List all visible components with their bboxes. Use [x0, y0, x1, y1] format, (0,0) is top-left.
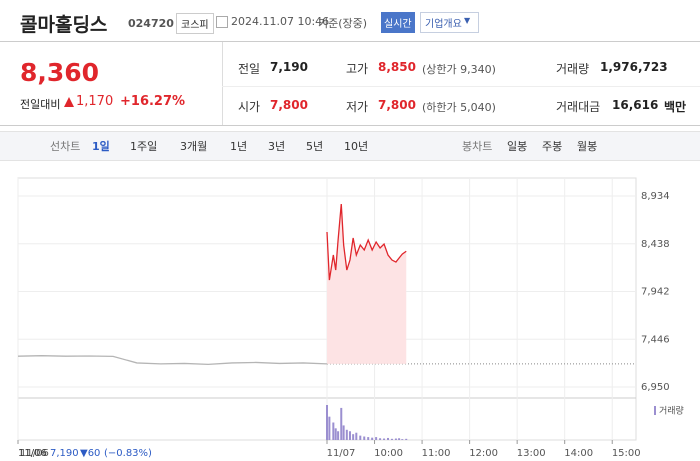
volume-bar: [359, 435, 362, 440]
stat-label: 전일: [238, 62, 261, 76]
stat-label: 거래대금: [556, 100, 601, 114]
y-tick-label: 7,942: [641, 287, 670, 298]
stat-value: 7,800: [378, 98, 416, 112]
volume-bar: [394, 438, 397, 440]
volume-bar: [405, 438, 408, 440]
volume-bar: [387, 437, 390, 440]
x-tick-label: 15:00: [612, 448, 641, 459]
volume-bar: [345, 429, 348, 440]
stat-value: 8,850: [378, 60, 416, 74]
volume-bar: [390, 438, 393, 440]
tab[interactable]: 1일: [92, 140, 110, 153]
tab[interactable]: 10년: [344, 140, 369, 153]
volume-bar: [379, 438, 382, 440]
stat-note: (하한가 5,040): [422, 101, 496, 114]
change: 1,170: [76, 94, 114, 109]
price-line: [326, 204, 407, 281]
volume-bar: [334, 428, 337, 440]
volume-bar: [326, 405, 328, 440]
x-tick-label: 11/07: [327, 448, 356, 459]
volume-bar: [352, 434, 355, 440]
stat-value: 16,616: [612, 98, 659, 112]
chart: 8,934 8,438 7,942 7,446 6,950 11/06 11/07 10:00…: [17, 177, 684, 459]
volume-bar: [337, 431, 340, 440]
footer-price: 7,190: [50, 448, 79, 459]
basis: 기준(장중): [318, 17, 368, 30]
volume-bar: [332, 422, 335, 440]
divider: [222, 86, 700, 87]
divider: [0, 41, 700, 42]
volume-bar: [328, 416, 331, 440]
stat-value: 7,800: [270, 98, 308, 112]
volume-bar: [342, 425, 345, 440]
stat-label: 고가: [346, 62, 369, 76]
x-tick-label: 14:00: [564, 448, 593, 459]
tab[interactable]: 3개월: [180, 140, 208, 153]
stat-label: 시가: [238, 100, 261, 114]
x-tick-label: 10:00: [374, 448, 403, 459]
stat-value: 1,976,723: [600, 60, 668, 74]
calendar-icon: [216, 16, 228, 28]
tab[interactable]: 5년: [306, 140, 324, 153]
change-label: 전일대비: [20, 98, 61, 111]
tab[interactable]: 월봉: [577, 140, 598, 153]
tab[interactable]: 1주일: [130, 140, 158, 153]
tab[interactable]: 3년: [268, 140, 286, 153]
x-tick-label: 11:00: [422, 448, 451, 459]
x-tick-label: 12:00: [469, 448, 498, 459]
realtime-badge[interactable]: 실시간: [381, 12, 415, 33]
divider: [222, 42, 223, 125]
volume-bar: [383, 438, 386, 440]
tab-group-label: 봉차트: [462, 140, 493, 153]
stock-name: 콜마홀딩스: [20, 14, 108, 36]
legend-swatch: [654, 406, 656, 415]
area: [327, 204, 407, 364]
tab-bar: [0, 131, 700, 161]
datetime: 2024.11.07 10:46: [231, 15, 330, 28]
volume-bar: [340, 407, 343, 440]
change-rate: +16.27%: [120, 94, 186, 109]
dropdown-arrow: ▼: [464, 16, 471, 25]
legend-label: 거래량: [659, 405, 684, 417]
footer-date: 11/06: [18, 448, 47, 459]
stat-value: 7,190: [270, 60, 308, 74]
volume-bar: [367, 437, 370, 440]
volume-bar: [375, 437, 378, 440]
x-tick-label: 13:00: [517, 448, 546, 459]
volume-bar: [398, 438, 401, 440]
tab[interactable]: 1년: [230, 140, 248, 153]
volume-bar: [401, 439, 404, 440]
up-icon: [64, 97, 74, 107]
footer-rate: (−0.83%): [104, 448, 152, 459]
volume-bar: [348, 431, 351, 440]
stat-unit: 백만: [664, 100, 687, 114]
x-tick-label: 11/06: [20, 448, 49, 459]
volume-bar: [355, 432, 358, 440]
stat-note: (상한가 9,340): [422, 63, 496, 76]
tab[interactable]: 일봉: [507, 140, 528, 153]
volume-bar: [371, 437, 374, 440]
tab-group-label: 선차트: [50, 140, 81, 153]
price-line: [17, 355, 328, 366]
volume-bar: [363, 436, 366, 440]
stock-code: 024720: [128, 17, 174, 30]
stat-label: 거래량: [556, 62, 590, 76]
company-info-button[interactable]: 기업개요: [420, 12, 479, 33]
y-tick-label: 6,950: [641, 382, 670, 393]
divider: [0, 125, 700, 126]
current-price: 8,360: [20, 58, 100, 87]
y-tick-label: 7,446: [641, 334, 670, 345]
footer-change: ▼60: [80, 448, 100, 459]
y-tick-label: 8,438: [641, 239, 670, 250]
stat-label: 저가: [346, 100, 369, 114]
tab[interactable]: 주봉: [542, 140, 563, 153]
y-tick-label: 8,934: [641, 191, 670, 202]
market-badge: 코스피: [176, 13, 214, 34]
